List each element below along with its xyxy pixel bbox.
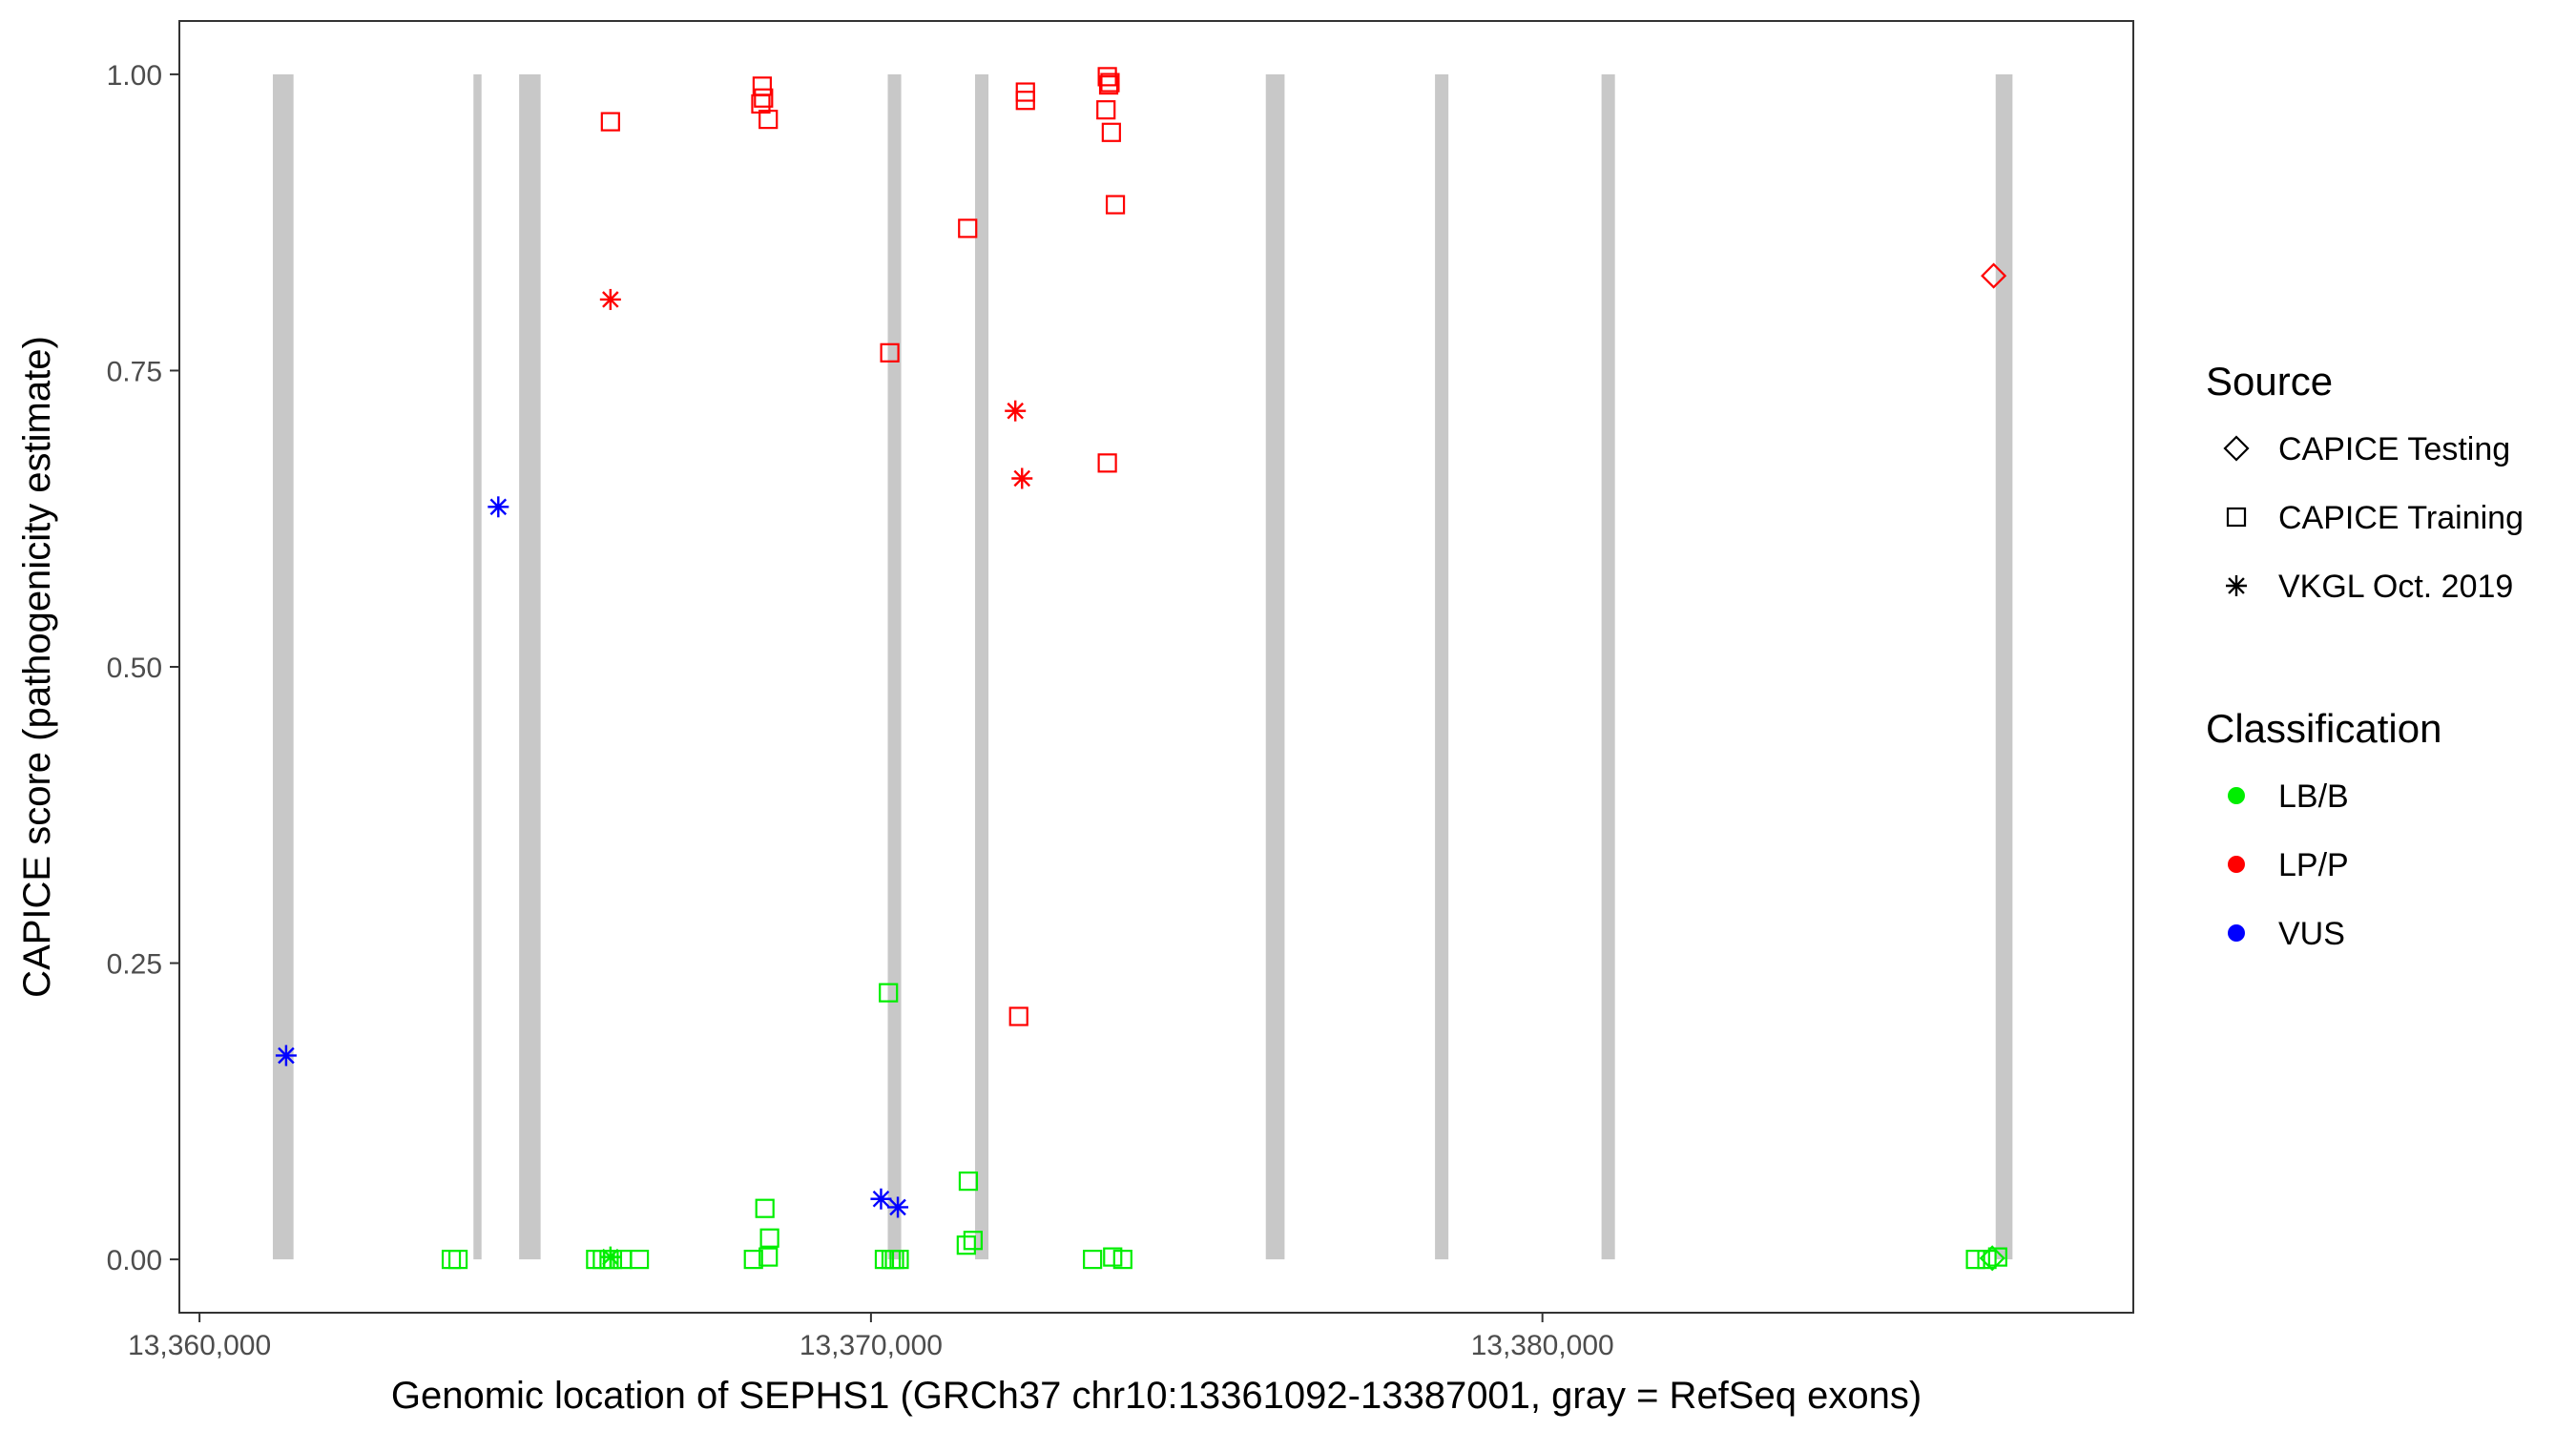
data-point (958, 1172, 979, 1192)
data-point (879, 983, 899, 1003)
legend-key-asterisk (2226, 575, 2247, 596)
x-tick-label: 13,370,000 (800, 1330, 943, 1361)
data-point (1096, 100, 1116, 120)
data-point (1105, 195, 1126, 215)
data-point (1008, 1006, 1028, 1027)
legend-key-dot (2228, 856, 2245, 873)
exon-band (1265, 73, 1285, 1260)
legend-label: VUS (2278, 916, 2345, 952)
y-axis: 0.00 0.25 0.50 0.75 1.00 (107, 60, 179, 1276)
data-point (880, 342, 900, 363)
data-point (887, 1196, 909, 1218)
y-axis-title: CAPICE score (pathogenicity estimate) (16, 336, 58, 998)
legend-key-square (2226, 507, 2247, 528)
legend: Source CAPICE Testing CAPICE Training VKGL … (2206, 359, 2524, 952)
data-point (754, 88, 774, 108)
data-point (602, 1250, 623, 1270)
exon-band (272, 73, 294, 1260)
y-tick-label: 1.00 (107, 60, 162, 92)
data-point-layer (275, 67, 2007, 1272)
data-point (870, 1188, 892, 1210)
legend-label: LP/P (2278, 847, 2349, 883)
y-tick-label: 0.00 (107, 1245, 162, 1276)
data-point (889, 1250, 909, 1270)
legend-label: CAPICE Training (2278, 500, 2524, 536)
data-point (1103, 1247, 1123, 1267)
legend-label: LB/B (2278, 778, 2349, 815)
data-point (1112, 1250, 1132, 1270)
y-tick-label: 0.75 (107, 356, 162, 387)
x-tick-label: 13,380,000 (1471, 1330, 1614, 1361)
data-point (1015, 91, 1035, 111)
x-tick-label: 13,360,000 (128, 1330, 271, 1361)
exon-band (473, 73, 482, 1260)
data-point (1965, 1250, 1985, 1270)
data-point (755, 1198, 775, 1218)
data-point (1987, 1247, 2007, 1267)
data-point (599, 1246, 621, 1268)
data-point (751, 93, 771, 114)
data-point (275, 1045, 297, 1067)
data-point (1011, 467, 1033, 489)
exon-band (1601, 73, 1615, 1260)
legend-key-dot (2228, 787, 2245, 804)
data-point (759, 1228, 779, 1248)
data-point (743, 1250, 763, 1270)
legend-key-dot (2228, 924, 2245, 942)
data-point (1101, 122, 1121, 142)
data-point (1005, 400, 1027, 422)
data-point (1981, 262, 2007, 289)
data-point (1097, 453, 1117, 473)
data-point (1977, 1250, 1997, 1270)
exon-band (887, 73, 902, 1260)
legend-key-diamond (2223, 435, 2250, 462)
data-point (956, 1235, 976, 1255)
exon-band (1435, 73, 1449, 1260)
legend-label: CAPICE Testing (2278, 431, 2510, 467)
data-point (1100, 73, 1120, 93)
exon-band (974, 73, 989, 1260)
exon-band (519, 73, 541, 1260)
data-point (600, 112, 620, 132)
data-point (599, 288, 621, 310)
exon-band (1995, 73, 2013, 1260)
legend-title-classification: Classification (2206, 706, 2441, 751)
y-tick-label: 0.50 (107, 653, 162, 684)
legend-title-source: Source (2206, 359, 2333, 404)
data-point (447, 1250, 468, 1270)
data-point (629, 1250, 650, 1270)
x-axis-title: Genomic location of SEPHS1 (GRCh37 chr10… (391, 1375, 1922, 1417)
legend-label: VKGL Oct. 2019 (2278, 569, 2513, 605)
data-point (1098, 74, 1119, 95)
data-point (958, 218, 978, 238)
data-point (1083, 1250, 1103, 1270)
data-point (758, 1247, 779, 1267)
y-tick-label: 0.25 (107, 949, 162, 981)
data-point (963, 1231, 983, 1251)
data-point (488, 496, 509, 518)
data-point (758, 110, 779, 130)
x-axis: 13,360,000 13,370,000 13,380,000 (128, 1313, 1614, 1361)
exon-band-layer (272, 73, 2013, 1260)
